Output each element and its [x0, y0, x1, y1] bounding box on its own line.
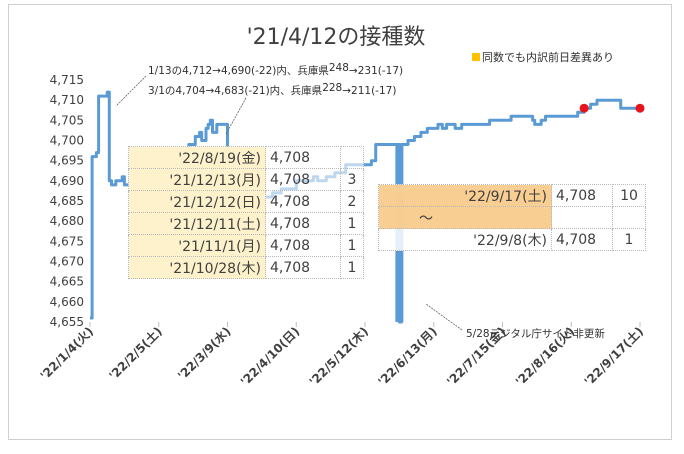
y-tick-label: 4,705: [50, 113, 84, 127]
table-value: 4,708: [551, 228, 613, 251]
table-row: '22/9/17(土) 4,708 10: [378, 184, 646, 207]
annotation-may28: 5/28デジタル庁サイト非更新: [466, 327, 605, 340]
table-row: ～: [378, 206, 646, 229]
legend: 同数でも内訳前日差異あり: [472, 50, 614, 64]
table-date: '21/12/12(日): [128, 190, 266, 213]
table-value: 4,708: [265, 256, 341, 279]
table-count: 1: [340, 234, 364, 257]
annotation-leader: [115, 75, 147, 107]
y-tick-label: 4,680: [50, 214, 84, 228]
y-tick-label: 4,695: [50, 154, 84, 168]
streak-table: '22/9/17(土) 4,708 10 ～ '22/9/8(木) 4,708 1: [378, 184, 646, 251]
table-row: '22/9/8(木) 4,708 1: [378, 228, 646, 251]
legend-note: 同数でも内訳前日差異あり: [482, 50, 614, 64]
x-tick-label: '22/4/10(日): [238, 324, 302, 388]
x-tick-label: '22/3/9(水): [174, 324, 233, 383]
table-value: 4,708: [265, 190, 341, 213]
y-tick-label: 4,660: [50, 295, 84, 309]
table-date: '22/9/17(土): [378, 184, 552, 207]
x-tick-label: '22/2/5(土): [106, 324, 165, 383]
table-count: 1: [340, 256, 364, 279]
table-count: [340, 146, 364, 169]
table-date: '21/12/11(土): [128, 212, 266, 235]
table-value: 4,708: [265, 146, 341, 169]
table-count: 3: [340, 168, 364, 191]
data-point-marker: [579, 103, 589, 113]
y-tick-label: 4,685: [50, 194, 84, 208]
table-count: 2: [340, 190, 364, 213]
table-value: 4,708: [265, 212, 341, 235]
table-count: [612, 206, 646, 229]
table-row: '21/11/1(月) 4,708 1: [128, 234, 364, 257]
table-row: '21/12/11(土) 4,708 1: [128, 212, 364, 235]
table-row: '21/12/12(日) 4,708 2: [128, 190, 364, 213]
x-tick-label: '22/6/13(月): [375, 324, 439, 388]
table-count: 10: [612, 184, 646, 207]
table-row: '21/12/13(月) 4,708 3: [128, 168, 364, 191]
table-row: '21/10/28(木) 4,708 1: [128, 256, 364, 279]
legend-swatch: [472, 53, 480, 61]
y-tick-label: 4,690: [50, 174, 84, 188]
table-row: '22/8/19(金) 4,708: [128, 146, 364, 169]
table-date: '22/9/8(木): [378, 228, 552, 251]
y-tick-label: 4,710: [50, 93, 84, 107]
table-date: ～: [378, 206, 552, 229]
annotation-leader: [225, 97, 247, 135]
annotation-layer: 1/13の4,712→4,690(-22)内、兵庫県248→231(-17) 3/…: [115, 62, 605, 340]
table-date: '21/12/13(月): [128, 168, 266, 191]
table-value: 4,708: [265, 168, 341, 191]
table-date: '21/11/1(月): [128, 234, 266, 257]
y-tick-label: 4,700: [50, 134, 84, 148]
table-value: 4,708: [265, 234, 341, 257]
x-tick-label: '22/1/4(火): [38, 324, 97, 383]
y-axis: 4,655 4,660 4,665 4,670 4,675 4,680 4,685 4,690…: [50, 73, 84, 329]
table-count: 1: [612, 228, 646, 251]
table-date: '22/8/19(金): [128, 146, 266, 169]
y-tick-label: 4,655: [50, 315, 84, 329]
x-tick-label: '22/5/12(木): [306, 324, 371, 389]
y-tick-label: 4,715: [50, 73, 84, 87]
y-tick-label: 4,675: [50, 234, 84, 248]
y-tick-label: 4,670: [50, 255, 84, 269]
table-value: 4,708: [551, 184, 613, 207]
table-count: 1: [340, 212, 364, 235]
chart-title: '21/4/12の接種数: [247, 25, 426, 50]
table-value: [551, 206, 613, 229]
annotation-mar1: 3/1の4,704→4,683(-21)内、兵庫県228→211(-17): [148, 82, 396, 97]
data-point-marker: [635, 103, 645, 113]
marker-layer: [579, 103, 645, 113]
y-tick-label: 4,665: [50, 275, 84, 289]
recent-dates-table: '22/8/19(金) 4,708 '21/12/13(月) 4,708 3 '21/…: [128, 146, 364, 279]
table-date: '21/10/28(木): [128, 256, 266, 279]
annotation-leader: [425, 303, 463, 331]
annotation-jan13: 1/13の4,712→4,690(-22)内、兵庫県248→231(-17): [148, 62, 403, 77]
